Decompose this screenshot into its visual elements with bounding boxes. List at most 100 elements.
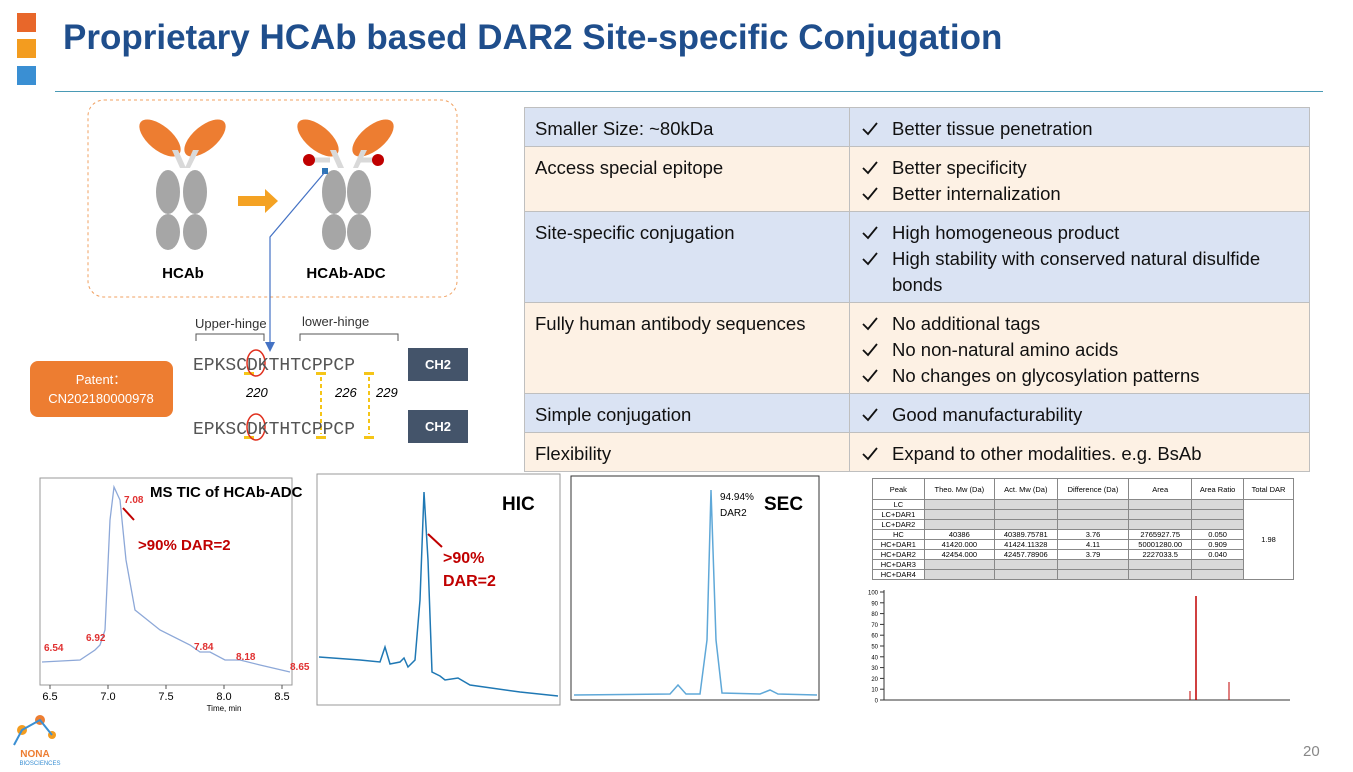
label: Upper-hinge <box>195 316 267 331</box>
row-points: Better tissue penetration <box>849 107 1310 147</box>
position: 229 <box>375 385 398 400</box>
feature-table: Smaller Size: ~80kDa Better tissue penetr… <box>524 107 1310 472</box>
mass-table: Peak Theo. Mw (Da) Act. Mw (Da) Difference … <box>872 478 1294 580</box>
check-icon <box>862 369 878 383</box>
cell: 2227033.5 <box>1128 549 1193 560</box>
cell: HC+DAR4 <box>872 569 925 580</box>
cell-empty <box>993 559 1058 570</box>
table-row: Smaller Size: ~80kDa Better tissue penetr… <box>524 107 1310 147</box>
cell: 41424.11328 <box>993 539 1058 550</box>
check-icon <box>862 187 878 201</box>
pointer <box>269 171 326 350</box>
cell: 3.79 <box>1056 549 1130 560</box>
row-points: Expand to other modalities. e.g. BsAb <box>849 432 1310 472</box>
ch2: CH2 <box>425 357 451 372</box>
hic-trace <box>318 491 559 697</box>
sec-trace <box>573 489 818 696</box>
annotation: 94.94% <box>720 492 754 503</box>
point-text: High stability with conserved natural di… <box>892 248 1261 295</box>
deco-square <box>17 66 36 85</box>
y-tick-label: 10 <box>871 688 878 694</box>
peak-label: 6.54 <box>44 643 64 654</box>
cell-empty <box>993 499 1058 510</box>
cell: 41420.000 <box>923 539 995 550</box>
cell-empty <box>1056 509 1130 520</box>
peak-label: 7.84 <box>194 642 214 653</box>
check <box>862 226 878 240</box>
hic-title: HIC <box>502 494 535 515</box>
cell: 3.76 <box>1056 529 1130 540</box>
cell: 0.050 <box>1191 529 1245 540</box>
check-icon <box>862 252 878 266</box>
title: Proprietary HCAb based DAR2 Site-specifi… <box>63 18 1003 57</box>
mass-row: LC+DAR2 <box>872 519 1294 530</box>
diagram-frame <box>87 99 458 298</box>
pointer-head <box>265 342 275 352</box>
cell: 2765927.75 <box>1128 529 1193 540</box>
position: 226 <box>334 385 357 400</box>
cell: HC+DAR2 <box>872 549 925 560</box>
y-tick-label: 80 <box>871 612 878 618</box>
point-text: Better specificity <box>892 157 1027 178</box>
cell: 50001280.00 <box>1128 539 1193 550</box>
circle-mark <box>246 349 266 377</box>
point: Better internalization <box>860 181 1299 207</box>
cell-empty <box>1056 499 1130 510</box>
sec-title: SEC <box>764 494 803 515</box>
cell-empty <box>923 519 995 530</box>
cell: 40386 <box>923 529 995 540</box>
x-label: Time, min <box>207 704 242 713</box>
x-tick-label: 8.0 <box>216 691 231 703</box>
annotation-arrow <box>122 507 135 521</box>
table-row: Flexibility Expand to other modalities. e… <box>524 432 1310 472</box>
ms-trace <box>41 484 291 673</box>
label: HCAb <box>162 265 204 282</box>
header-row: Peak Theo. Mw (Da) Act. Mw (Da) Difference … <box>872 478 1294 500</box>
logo-icon <box>13 715 56 746</box>
table-row: Simple conjugation Good manufacturability <box>524 393 1310 433</box>
point: Better specificity <box>860 155 1299 181</box>
annotation: >90% DAR=2 <box>138 537 231 554</box>
header-cell: Theo. Mw (Da) <box>923 478 995 500</box>
peak-label: 8.65 <box>290 662 310 673</box>
y-tick-label: 70 <box>871 623 878 629</box>
header-cell: Area Ratio <box>1191 478 1245 500</box>
hinge-bracket <box>195 333 399 341</box>
total-dar: 1.98 <box>1243 499 1294 580</box>
check-icon <box>862 343 878 357</box>
x-tick-label: 7.0 <box>100 691 115 703</box>
point-text: No non-natural amino acids <box>892 339 1119 360</box>
y-tick-label: 50 <box>871 645 878 651</box>
cell-empty <box>993 509 1058 520</box>
check-icon <box>862 122 878 136</box>
point: No changes on glycosylation patterns <box>860 363 1299 389</box>
hic-frame <box>316 473 561 706</box>
row-label: Smaller Size: ~80kDa <box>524 107 850 147</box>
antibody <box>139 119 226 250</box>
x-tick-label: 7.5 <box>158 691 173 703</box>
point: Better tissue penetration <box>860 116 1299 142</box>
mass-row: HC+DAR2 42454.000 42457.78906 3.79 2227033.5… <box>872 549 1294 560</box>
y-tick-label: 90 <box>871 601 878 607</box>
cell-empty <box>923 499 995 510</box>
row-label: Flexibility <box>524 432 850 472</box>
cell: LC+DAR2 <box>872 519 925 530</box>
table-row: Access special epitope Better specificity… <box>524 146 1310 212</box>
cell: LC+DAR1 <box>872 509 925 520</box>
annotation: DAR=2 <box>443 573 496 590</box>
cell: LC <box>872 499 925 510</box>
cell-empty <box>1056 569 1130 580</box>
point: High stability with conserved natural di… <box>860 246 1299 298</box>
point-text: No changes on glycosylation patterns <box>892 365 1200 386</box>
check <box>862 187 878 201</box>
cell-empty <box>1056 519 1130 530</box>
cell-empty <box>1056 559 1130 570</box>
point-text: Better internalization <box>892 183 1061 204</box>
annotation: DAR2 <box>720 508 747 519</box>
label: lower-hinge <box>302 314 369 329</box>
check <box>862 122 878 136</box>
check <box>862 369 878 383</box>
antibody-adc <box>297 119 394 250</box>
sequence: EPKSCDKTHTCPPCP <box>193 420 355 440</box>
cell-empty <box>1128 519 1193 530</box>
